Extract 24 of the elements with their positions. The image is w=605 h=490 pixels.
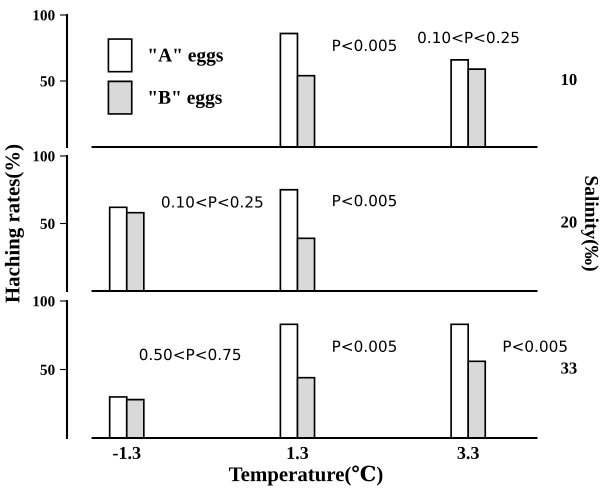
y-tick-label: 100 bbox=[34, 10, 55, 20]
y-tick-label: 50 bbox=[40, 364, 55, 375]
annotation: 0.10<P<0.25 bbox=[418, 32, 519, 44]
x-tick-label: 1.3 bbox=[288, 446, 308, 460]
y-tick-label: 50 bbox=[40, 218, 55, 229]
y-tick-label: 100 bbox=[34, 151, 55, 162]
y2-axis-title: Salinity(‰) bbox=[581, 176, 599, 271]
annotation: P<0.005 bbox=[333, 40, 396, 52]
x-tick-label: -1.3 bbox=[113, 446, 140, 460]
y-tick-label: 100 bbox=[34, 296, 55, 306]
legend-label: "B" eggs bbox=[149, 91, 222, 108]
annotation: P<0.005 bbox=[333, 194, 396, 206]
x-tick-label: 3.3 bbox=[458, 446, 479, 460]
annotation: P<0.005 bbox=[504, 340, 567, 352]
text: 20 bbox=[561, 216, 577, 228]
y-tick-label: 50 bbox=[40, 76, 55, 86]
annotation: 0.50<P<0.75 bbox=[140, 348, 240, 360]
x-axis-title: Temperature(℃) bbox=[229, 465, 382, 486]
legend-label: "A" eggs bbox=[149, 48, 223, 66]
annotation: 0.10<P<0.25 bbox=[162, 196, 262, 208]
text: 33 bbox=[561, 362, 577, 374]
annotation: P<0.005 bbox=[333, 340, 396, 352]
text: 10 bbox=[562, 74, 577, 86]
y-axis-title: Haching rates(%) bbox=[4, 144, 24, 303]
